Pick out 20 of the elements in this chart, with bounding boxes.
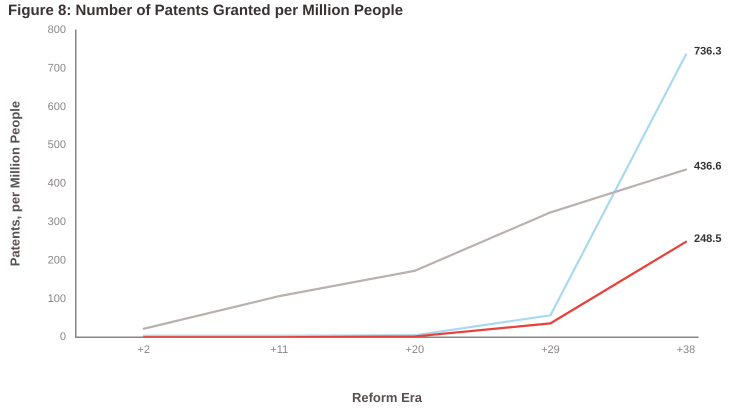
x-tick-label: +38: [676, 344, 696, 356]
data-label: 736.3: [694, 45, 722, 58]
x-tick-label: +29: [541, 344, 560, 356]
x-tick-label: +2: [137, 344, 150, 356]
x-tick-label: +20: [406, 344, 424, 356]
data-label: 248.5: [694, 232, 722, 245]
x-axis-title: Reform Era: [352, 390, 423, 405]
y-tick-label: 200: [48, 254, 66, 266]
y-tick-label: 600: [48, 100, 66, 113]
x-tick-label: +11: [270, 344, 288, 356]
y-axis-title: Patents, per Million People: [7, 100, 22, 266]
chart-title: Figure 8: Number of Patents Granted per Million People: [8, 2, 404, 20]
y-tick-label: 500: [48, 139, 66, 152]
y-tick-label: 100: [48, 292, 66, 305]
y-tick-label: 300: [48, 216, 66, 228]
data-label: 436.6: [694, 160, 722, 173]
y-tick-label: 800: [48, 24, 66, 36]
y-tick-label: 700: [48, 62, 66, 74]
y-tick-label: 0: [60, 331, 66, 344]
y-tick-label: 400: [48, 178, 66, 190]
